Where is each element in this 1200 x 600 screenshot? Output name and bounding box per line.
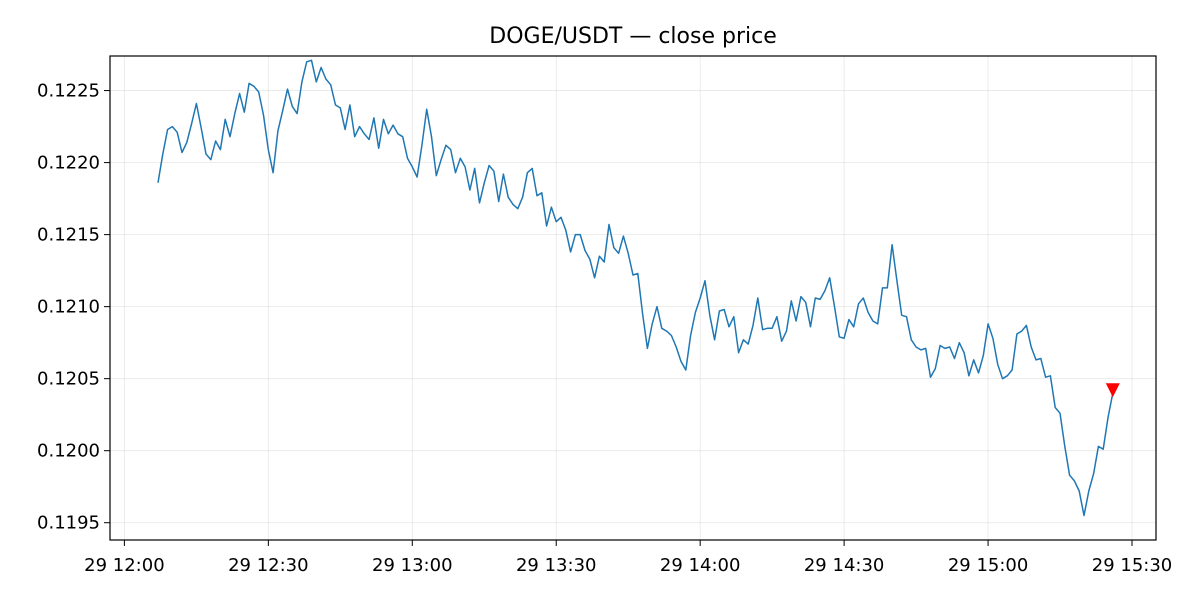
y-tick-label: 0.1225 bbox=[37, 81, 100, 102]
marker-layer bbox=[1105, 383, 1120, 398]
y-axis: 0.1195 0.1200 0.1205 0.1210 0.1215 0.1220 0.12… bbox=[37, 81, 110, 534]
x-tick-label: 29 14:00 bbox=[660, 555, 741, 576]
x-tick-label: 29 12:00 bbox=[84, 555, 165, 576]
y-tick-label: 0.1210 bbox=[37, 297, 100, 318]
grid bbox=[110, 56, 1156, 540]
chart-title: DOGE/USDT — close price bbox=[489, 24, 776, 49]
x-tick-label: 29 13:30 bbox=[516, 555, 597, 576]
plot-frame bbox=[109, 55, 1157, 541]
x-tick-label: 29 15:00 bbox=[948, 555, 1029, 576]
y-tick-label: 0.1205 bbox=[37, 369, 100, 390]
y-tick-label: 0.1215 bbox=[37, 225, 100, 246]
x-tick-label: 29 14:30 bbox=[804, 555, 885, 576]
close-price-line bbox=[157, 59, 1114, 517]
x-tick-label: 29 15:30 bbox=[1092, 555, 1173, 576]
series-layer bbox=[157, 59, 1114, 517]
y-tick-label: 0.1220 bbox=[37, 153, 100, 174]
sell-signal-marker bbox=[1105, 383, 1120, 398]
x-axis: 29 12:00 29 12:30 29 13:00 29 13:30 29 14:00… bbox=[84, 540, 1172, 576]
x-tick-label: 29 12:30 bbox=[228, 555, 309, 576]
x-tick-label: 29 13:00 bbox=[372, 555, 453, 576]
y-tick-label: 0.1195 bbox=[37, 513, 100, 534]
y-tick-label: 0.1200 bbox=[37, 441, 100, 462]
